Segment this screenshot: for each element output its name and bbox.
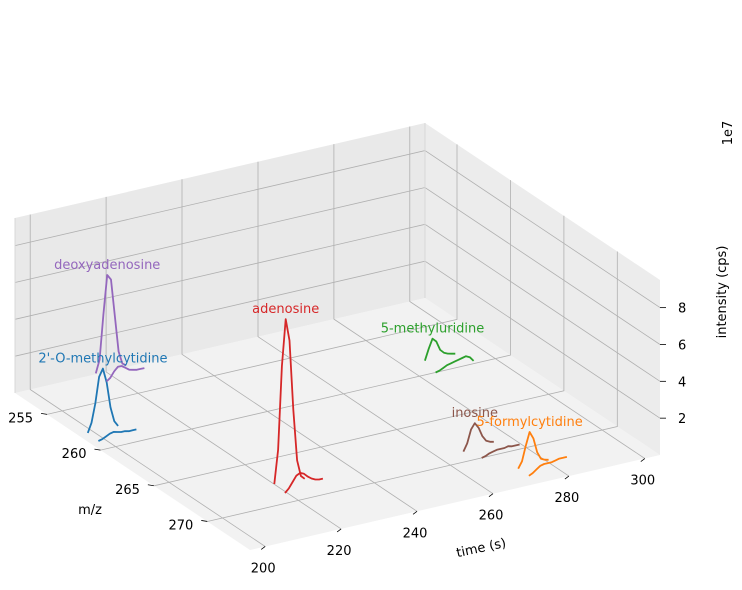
x-grid-line (29, 214, 266, 547)
z-tick-label: 6 (678, 339, 686, 354)
series-label: inosine (452, 406, 498, 421)
y-tick-label-mark (40, 413, 48, 415)
x-tick-label-mark (488, 493, 494, 498)
x-tick-label: 240 (403, 526, 428, 541)
series-label: 5-methyluridine (381, 322, 485, 337)
z-tick-label: 8 (678, 302, 686, 317)
x-grid-line (409, 126, 646, 459)
series-line (462, 422, 494, 452)
z-tick-label: 2 (678, 412, 686, 427)
series-isotope-line (98, 428, 137, 442)
z-axis-offset-label: 1e7 (721, 121, 736, 146)
side-wall-pane (425, 123, 660, 455)
x-tick-label: 260 (479, 509, 504, 524)
axis-edges (14, 123, 426, 393)
series-line (273, 318, 306, 485)
y-tick-label-mark (94, 448, 101, 451)
y-tick-label: 260 (62, 447, 87, 462)
x-tick-label: 220 (327, 544, 352, 559)
y-grid-line (153, 215, 565, 487)
x-grid-line (181, 179, 418, 512)
series-label: 5-formylcytidine (476, 415, 582, 430)
x-tick-label-mark (564, 475, 570, 480)
y-grid-line (100, 180, 511, 451)
series-line (517, 431, 549, 470)
series-lines (86, 274, 568, 494)
x-tick-label: 200 (251, 562, 276, 577)
z-tick-label: 4 (678, 375, 686, 390)
z-axis-label: intensity (cps) (715, 246, 730, 339)
tick-labels: 200 220 240 260 280 300 255 260 265 270 2 4 6 8 (8, 302, 686, 577)
y-grid-line (207, 251, 618, 522)
series-line (86, 367, 119, 434)
y-tick-label-mark (147, 484, 154, 487)
x-grid-line (105, 196, 342, 530)
grid-lines (14, 126, 661, 547)
series-isotope-line (284, 471, 324, 494)
y-tick-label-mark (201, 520, 208, 522)
series-label: deoxyadenosine (54, 258, 160, 273)
x-tick-label-mark (260, 546, 266, 550)
series-isotope-line (435, 355, 475, 374)
x-grid-line (257, 161, 494, 495)
series-isotope-line (528, 456, 568, 477)
y-tick-label: 255 (8, 411, 33, 426)
y-tick-label: 265 (115, 483, 140, 498)
x-tick-label-mark (640, 458, 646, 462)
series-labels: 2'-O-methylcytidine deoxyadenosine adenosi… (38, 258, 582, 430)
y-grid-line (46, 144, 458, 415)
series-isotope-line (105, 365, 145, 383)
x-tick-label: 300 (630, 474, 655, 489)
x-tick-label: 280 (554, 491, 579, 506)
x-axis-label: time (s) (455, 536, 507, 561)
x-tick-label-mark (412, 510, 418, 515)
series-label: 2'-O-methylcytidine (38, 352, 167, 367)
series-label: adenosine (252, 302, 319, 317)
axis-panes (15, 123, 660, 550)
x-grid-line (333, 144, 570, 477)
back-wall-pane (15, 123, 425, 393)
y-tick-label: 270 (168, 519, 193, 534)
series-line (94, 274, 127, 374)
y-axis-label: m/z (78, 503, 102, 518)
series-line (424, 337, 456, 361)
x-tick-label-mark (336, 528, 342, 533)
series-isotope-line (481, 443, 520, 459)
